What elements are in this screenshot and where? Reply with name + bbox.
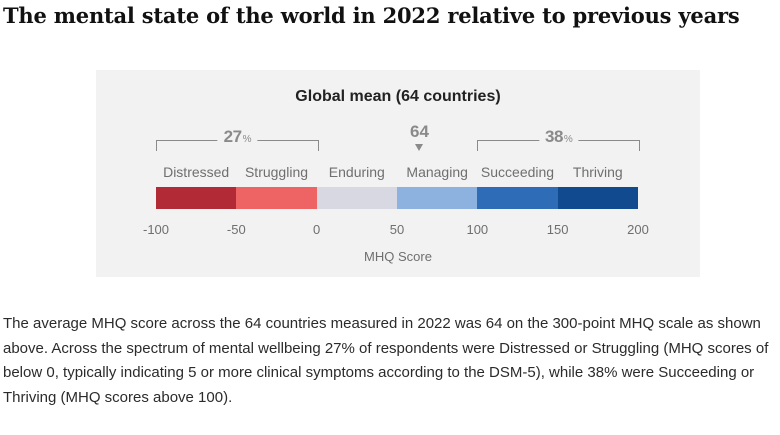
tick-label: -100 — [142, 222, 170, 237]
segment-distressed — [156, 187, 237, 209]
x-axis-label: MHQ Score — [364, 249, 432, 264]
bracket-percent-low: 27% — [217, 127, 257, 147]
category-label-succeeding: Succeeding — [480, 164, 555, 180]
category-label-thriving: Thriving — [572, 164, 623, 180]
tick-label: 150 — [546, 222, 569, 237]
tick-label: 50 — [389, 222, 405, 237]
mean-marker-icon — [415, 144, 424, 151]
tick-label: -50 — [226, 222, 246, 237]
bracket-percent-low-value: 27 — [223, 127, 242, 146]
bracket-percent-low-unit: % — [242, 134, 252, 145]
mhq-chart: Global mean (64 countries) 27% 38% 64 Di… — [96, 70, 700, 277]
bracket-percent-high: 38% — [538, 127, 579, 147]
segment-managing — [397, 187, 478, 209]
segment-thriving — [557, 187, 638, 209]
article-headline: The mental state of the world in 2022 re… — [3, 3, 740, 28]
segment-succeeding — [477, 187, 558, 209]
global-mean-value: 64 — [410, 122, 429, 141]
chart-title: Global mean (64 countries) — [295, 88, 501, 105]
article-paragraph: The average MHQ score across the 64 coun… — [3, 315, 769, 406]
category-label-enduring: Enduring — [328, 164, 385, 180]
category-label-struggling: Struggling — [244, 164, 309, 180]
category-label-managing: Managing — [406, 164, 468, 180]
tick-label: 100 — [466, 222, 489, 237]
mhq-scale-bar — [156, 187, 638, 209]
segment-enduring — [316, 187, 397, 209]
bracket-percent-high-unit: % — [563, 134, 573, 145]
tick-label: 0 — [313, 222, 321, 237]
bracket-succeeding-thriving: 38% — [477, 127, 640, 151]
category-label-distressed: Distressed — [163, 164, 230, 180]
segment-struggling — [236, 187, 317, 209]
tick-label: 200 — [627, 222, 649, 237]
bracket-distressed-struggling: 27% — [156, 127, 319, 151]
bracket-percent-high-value: 38 — [544, 127, 563, 146]
